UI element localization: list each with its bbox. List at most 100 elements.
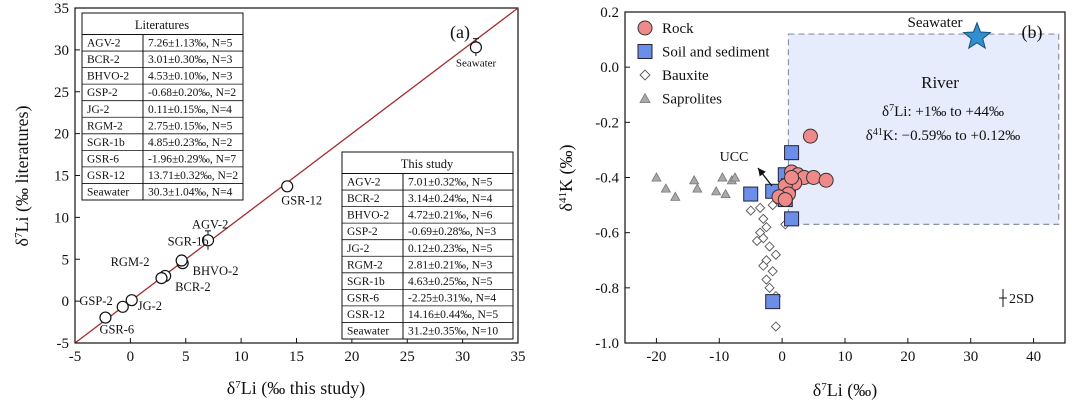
- x-tick-label: -5: [69, 349, 82, 365]
- table-sample: GSR-12: [347, 309, 385, 321]
- panel-b-legend: Rock Soil and sediment Bauxite Saprolites: [637, 20, 770, 108]
- table-value: 2.75±0.15‰, N=5: [148, 120, 233, 132]
- river-label: River: [921, 73, 959, 92]
- panel-b-y-axis-title: δ41K (‰): [556, 145, 577, 212]
- point-label: GSP-2: [79, 294, 112, 308]
- x-tick-label: 30: [455, 349, 470, 365]
- y-tick-label: -1.0: [595, 336, 619, 352]
- table-value: 0.12±0.23‰, N=5: [408, 243, 493, 255]
- table-value: 30.3±1.04‰, N=4: [148, 187, 233, 199]
- point-label: AGV-2: [192, 217, 228, 231]
- data-point-diamond: [770, 249, 781, 260]
- river-k-range: δ41K: −0.59‰ to +0.12‰: [866, 127, 1020, 145]
- seawater-annotation: Seawater: [908, 15, 963, 31]
- legend-marker-square: [637, 44, 653, 59]
- study-table-frame: [341, 151, 514, 340]
- data-point-triangle: [710, 185, 722, 196]
- ucc-annotation: UCC: [720, 150, 749, 165]
- table-sample: Seawater: [347, 326, 389, 338]
- table-value: 7.01±0.32‰, N=5: [408, 177, 493, 189]
- data-point: [175, 254, 188, 267]
- data-point-diamond: [767, 266, 778, 277]
- data-point-triangle: [660, 183, 672, 193]
- data-point-triangle: [692, 183, 703, 193]
- point-label: GSR-6: [99, 323, 134, 337]
- panel-a-points: [99, 38, 483, 324]
- data-point: [281, 180, 294, 193]
- panel-a-x-axis-title: δ7Li (‰ this study): [227, 378, 365, 399]
- data-point-diamond: [770, 321, 781, 332]
- y-tick-label: 10: [54, 210, 69, 226]
- x-tick-label: 40: [1026, 349, 1041, 365]
- data-point-diamond: [758, 260, 769, 271]
- point-label: SGR-1b: [168, 235, 209, 249]
- y-tick-label: 0.0: [600, 60, 619, 76]
- ucc-arrow: [757, 167, 773, 187]
- legend-label: Saprolites: [662, 92, 722, 108]
- y-tick-label: -5: [57, 336, 70, 352]
- table-value: 13.71±0.32‰, N=2: [148, 170, 238, 182]
- panel-a: -5 0 5 10 15 20 25 30 35 -5 0 5 10 15 20 25 30 35 AGV-2 BC…: [12, 1, 526, 399]
- table-sample: BHVO-2: [347, 210, 389, 222]
- data-point-square: [784, 211, 800, 227]
- y-tick-label: -0.6: [595, 226, 619, 242]
- x-tick-label: 0: [778, 349, 786, 365]
- data-point: [116, 300, 129, 313]
- data-point-triangle: [651, 172, 662, 182]
- data-point-diamond: [745, 205, 756, 216]
- table-sample: RGM-2: [87, 120, 123, 132]
- table-value: -1.96±0.29‰, N=7: [148, 153, 236, 165]
- table-value: 3.01±0.30‰, N=3: [148, 54, 233, 66]
- x-tick-label: -20: [646, 349, 666, 365]
- table-sample: AGV-2: [347, 177, 381, 189]
- data-point-triangle: [670, 191, 681, 201]
- study-table-title: This study: [401, 157, 454, 171]
- legend-marker-circle: [637, 20, 653, 36]
- panel-a-label: (a): [450, 22, 470, 43]
- table-sample: BHVO-2: [87, 71, 129, 83]
- y-tick-label: -0.8: [595, 281, 619, 297]
- data-point-triangle: [720, 188, 731, 199]
- data-point-diamond: [764, 282, 775, 293]
- y-tick-label: 25: [54, 85, 69, 101]
- panel-a-point-labels: AGV-2 BCR-2 BHVO-2 GSP-2 JG-2 RGM-2 SGR-1b GSR-…: [79, 57, 496, 336]
- data-point: [201, 234, 215, 247]
- table-value: -2.25±0.31‰, N=4: [408, 292, 496, 304]
- table-value: 0.11±0.15‰, N=4: [148, 104, 232, 116]
- data-point-diamond: [751, 235, 763, 247]
- panel-a-y-axis-title: δ7Li (‰ literatures): [12, 106, 33, 247]
- x-tick-label: 35: [511, 349, 526, 365]
- x-tick-label: 0: [127, 349, 135, 365]
- data-point-diamond: [761, 222, 772, 233]
- data-point-square: [784, 145, 800, 161]
- data-point: [469, 41, 483, 54]
- legend-label: Bauxite: [662, 68, 709, 84]
- table-sample: GSR-6: [347, 292, 379, 304]
- point-label: RGM-2: [111, 255, 150, 269]
- point-label: JG-2: [138, 299, 162, 313]
- y-tick-label: 30: [54, 43, 69, 59]
- table-sample: GSP-2: [347, 226, 378, 238]
- panel-b-x-axis-title: δ7Li (‰): [813, 380, 877, 401]
- data-point: [125, 294, 138, 307]
- two-sd-label: 2SD: [1009, 292, 1034, 307]
- panel-b: -20 -10 0 10 20 30 40 -1.0 -0.8 -0.6 -0.4 -0.2 0.0 0.…: [556, 5, 1066, 401]
- data-point-square: [743, 186, 759, 202]
- literature-table-title: Literatures: [135, 18, 189, 32]
- panel-b-label: (b): [1022, 22, 1043, 43]
- literature-table-frame: [81, 12, 244, 201]
- data-point-square: [765, 294, 781, 310]
- data-point-circle: [777, 192, 793, 208]
- data-point-star: [962, 21, 992, 50]
- x-tick-label: 25: [400, 349, 415, 365]
- data-point-triangle: [717, 172, 728, 182]
- table-value: 4.63±0.25‰, N=5: [408, 276, 493, 288]
- table-value: 4.85±0.23‰, N=2: [148, 137, 233, 149]
- x-tick-label: 30: [963, 349, 978, 365]
- table-sample: JG-2: [87, 104, 110, 116]
- data-point-circle: [802, 128, 818, 144]
- data-point-diamond: [758, 213, 769, 225]
- table-value: 7.26±1.13‰, N=5: [148, 38, 233, 50]
- panel-b-axes: -20 -10 0 10 20 30 40 -1.0 -0.8 -0.6 -0.4 -0.2 0.0 0.…: [595, 5, 1041, 365]
